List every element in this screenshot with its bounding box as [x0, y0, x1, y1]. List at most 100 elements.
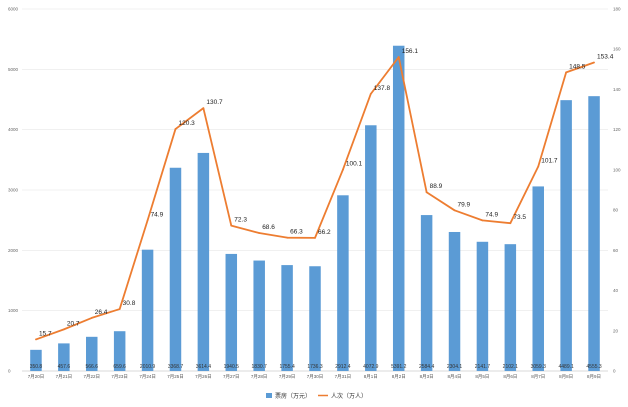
line-point	[509, 222, 512, 225]
line-point	[90, 317, 93, 319]
line-value-label: 74.9	[151, 211, 164, 218]
bar	[113, 331, 126, 371]
line-point	[174, 128, 177, 130]
line-value-label: 100.1	[346, 161, 363, 168]
bar-value-label: 2304.1	[447, 364, 463, 370]
line-point	[593, 61, 595, 64]
x-tick-label: 7月27日	[223, 374, 240, 380]
y-left-tick-label: 2000	[8, 248, 19, 253]
bar	[448, 231, 461, 371]
line-point	[314, 236, 316, 239]
line-value-label: 30.8	[123, 300, 136, 307]
line-point	[230, 224, 233, 227]
x-tick-label: 7月23日	[111, 374, 128, 380]
y-left-tick-label: 3000	[8, 188, 19, 193]
line-point	[286, 236, 288, 239]
line-value-label: 130.7	[206, 99, 223, 106]
bar	[365, 125, 377, 371]
bar-value-label: 4555.3	[586, 364, 602, 370]
x-tick-label: 7月26日	[195, 374, 212, 380]
y-right-tick-label: 100	[613, 167, 621, 172]
line-point	[342, 168, 344, 171]
line-point	[118, 308, 121, 310]
line-value-label: 74.9	[485, 211, 498, 218]
bar-value-label: 2584.4	[419, 364, 435, 370]
bar-value-label: 3059.3	[531, 364, 547, 370]
bar-value-label: 3368.7	[168, 364, 184, 370]
bar	[309, 266, 321, 371]
bar-value-label: 2102.1	[503, 364, 519, 370]
data-labels: 350.8 457.6 566.6 659.6 2010.9 3368.7 3614.4 19…	[30, 48, 614, 370]
bar	[58, 343, 70, 371]
bar	[337, 195, 349, 371]
y-left-tick-label: 1000	[8, 308, 19, 313]
x-tick-label: 7月29日	[279, 374, 296, 380]
line-value-label: 15.7	[39, 330, 52, 337]
line-point	[397, 56, 400, 58]
line-value-label: 156.1	[402, 48, 419, 55]
y-right-tick-label: 120	[613, 127, 621, 132]
y-right-tick-label: 60	[613, 248, 619, 253]
bar	[169, 167, 182, 371]
bar	[532, 186, 544, 371]
x-axis-ticks: 7月20日 7月21日 7月22日 7月23日 7月24日 7月25日 7月26日 7月27日…	[28, 374, 601, 380]
bar	[560, 100, 572, 372]
bar	[588, 96, 600, 371]
line-value-label: 137.8	[374, 85, 391, 92]
bar-value-label: 1830.7	[252, 364, 268, 370]
bar-value-label: 3614.4	[196, 364, 212, 370]
line-value-label: 68.6	[262, 224, 275, 231]
line-point	[202, 107, 205, 110]
x-tick-label: 8月7日	[531, 374, 545, 380]
x-tick-label: 7月21日	[56, 374, 73, 380]
bar	[504, 244, 517, 371]
y-right-tick-label: 160	[613, 47, 621, 52]
bar	[392, 45, 405, 372]
bar	[141, 249, 154, 371]
bar	[253, 260, 265, 371]
x-tick-label: 8月9日	[587, 374, 601, 380]
bar-value-label: 350.8	[30, 364, 43, 370]
bar-value-label: 1940.5	[224, 364, 240, 370]
line-value-label: 120.3	[178, 120, 195, 127]
y-axis-ticks: 0 1000 2000 3000 4000 5000 6000 0 20 40 60 80 100 120…	[8, 7, 621, 374]
line-point	[565, 71, 568, 74]
x-tick-label: 8月3日	[420, 374, 434, 380]
y-left-tick-label: 5000	[8, 67, 19, 72]
legend-swatch-bar	[266, 393, 272, 398]
bar-value-label: 2912.4	[335, 364, 351, 370]
x-tick-label: 7月31日	[335, 374, 352, 380]
line-value-label: 66.3	[290, 229, 303, 236]
bar	[281, 265, 293, 371]
legend: 票房（万元） 人次（万人）	[266, 392, 367, 400]
x-tick-label: 8月4日	[448, 374, 462, 380]
y-right-tick-label: 0	[613, 369, 616, 374]
legend-label-bar: 票房（万元）	[275, 392, 311, 400]
line-point	[62, 328, 65, 331]
bar-value-label: 2010.9	[140, 364, 156, 370]
x-tick-label: 7月28日	[251, 374, 268, 380]
x-tick-label: 8月6日	[503, 374, 517, 380]
bar-value-label: 457.6	[58, 364, 71, 370]
bar-value-label: 5391.2	[391, 364, 407, 370]
x-tick-label: 7月22日	[84, 374, 101, 380]
line-value-label: 148.5	[569, 63, 586, 70]
x-tick-label: 7月25日	[167, 374, 184, 380]
bar-value-label: 2141.7	[475, 364, 491, 370]
line-value-label: 26.4	[95, 309, 108, 316]
x-tick-label: 8月2日	[392, 374, 406, 380]
y-left-tick-label: 4000	[8, 127, 19, 132]
line-point	[481, 219, 484, 222]
x-tick-label: 7月24日	[139, 374, 156, 380]
line-point	[425, 191, 428, 194]
line-value-label: 72.3	[234, 217, 247, 224]
bar	[476, 241, 489, 371]
legend-label-line: 人次（万人）	[331, 392, 367, 400]
x-tick-label: 8月5日	[475, 374, 489, 380]
x-tick-label: 7月30日	[307, 374, 324, 380]
line-point	[453, 209, 456, 212]
bar	[30, 349, 42, 371]
bar	[86, 336, 98, 371]
